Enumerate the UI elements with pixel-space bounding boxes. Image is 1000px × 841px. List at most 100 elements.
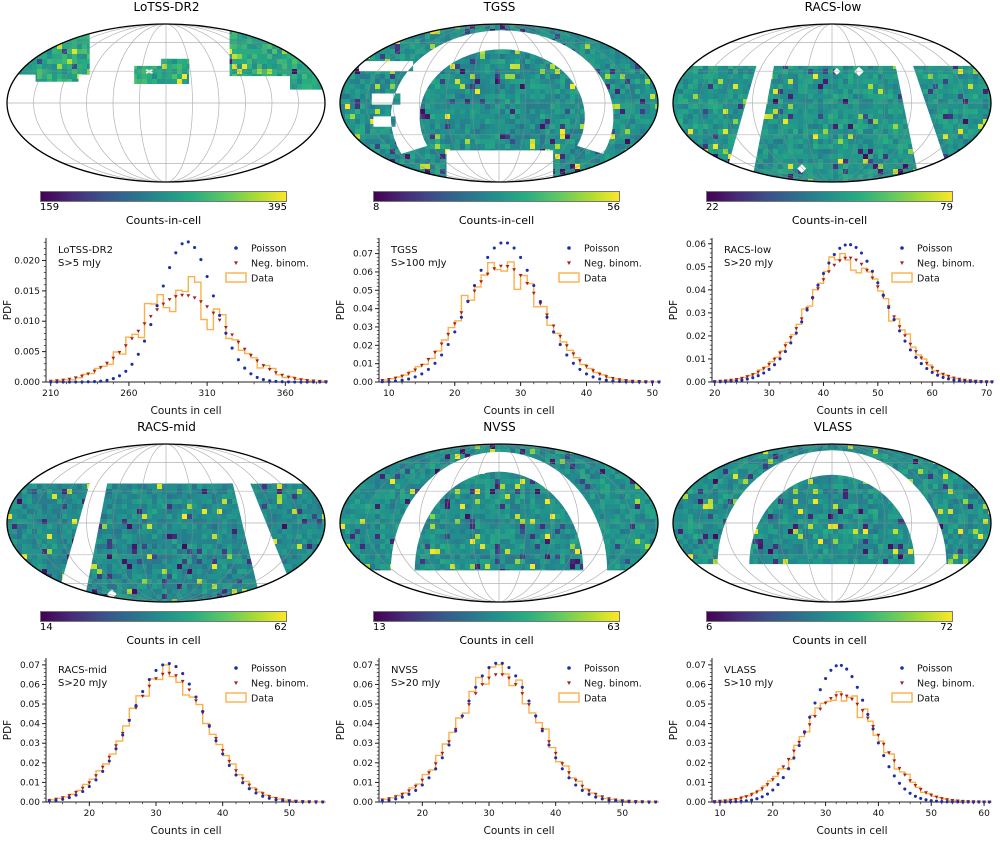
chart-text: 40 — [581, 389, 593, 399]
chart-text: 0.06 — [686, 240, 706, 250]
legend-poisson-label: Poisson — [917, 244, 953, 255]
chart-text: 0.02 — [353, 759, 373, 769]
axes-spines — [711, 658, 992, 803]
chart-text: 20 — [84, 809, 96, 819]
y-axis-label: PDF — [668, 300, 680, 320]
annotation-flux-cut: S>100 mJy — [391, 258, 447, 269]
colorbar-vlass: 6 72 Counts in cell — [706, 611, 953, 648]
axes-spines — [378, 658, 659, 803]
colorbar-gradient — [40, 191, 287, 202]
pdf-chart-lotss: 210 260 310 360 0.000 0.005 0.010 0.015 0.020 Cou… — [2, 238, 328, 417]
legend-data-marker — [558, 272, 580, 283]
legend-negbinom-label: Neg. binom. — [917, 259, 975, 270]
pdf-chart-racs-mid: 20 30 40 50 0.00 0.01 0.02 0.03 0.04 0.05 0.06 0.07… — [2, 658, 327, 837]
legend-poisson-marker — [900, 666, 904, 670]
negbinom-series — [712, 693, 992, 804]
legend-negbinom-label: Neg. binom. — [251, 679, 309, 690]
legend: Poisson Neg. binom. Data — [225, 244, 309, 285]
chart-text: 40 — [818, 389, 830, 399]
chart-text: 0.05 — [686, 700, 706, 710]
pdf-plot: 20 30 40 50 0.00 0.01 0.02 0.03 0.04 0.05 0.06 0.07… — [335, 658, 660, 837]
x-axis-label: Counts in cell — [484, 405, 555, 417]
graticule — [340, 444, 658, 602]
legend-data-label: Data — [584, 694, 607, 705]
chart-text: 20 — [417, 809, 429, 819]
legend-negbinom-label: Neg. binom. — [251, 259, 309, 270]
x-axis-label: Counts in cell — [151, 405, 222, 417]
chart-text: 0.06 — [353, 680, 373, 690]
legend-poisson-marker — [900, 246, 904, 250]
map-outline — [339, 23, 659, 183]
graticule — [7, 24, 325, 182]
legend: Poisson Neg. binom. Data — [558, 244, 642, 285]
chart-text: 0.010 — [14, 317, 40, 327]
chart-text: 40 — [873, 809, 885, 819]
chart-text: 0.02 — [20, 759, 40, 769]
chart-text: 0.04 — [686, 720, 706, 730]
chart-text: 0.07 — [686, 661, 706, 671]
colorbar-lotss: 159 395 Counts-in-cell — [40, 191, 287, 228]
annotation-flux-cut: S>20 mJy — [391, 678, 440, 689]
chart-text: 0.04 — [353, 720, 373, 730]
colorbar-caption: Counts in cell — [792, 634, 867, 647]
pdf-chart-nvss: 20 30 40 50 0.00 0.01 0.02 0.03 0.04 0.05 0.06 0.07… — [335, 658, 660, 837]
chart-text: 0.01 — [686, 355, 706, 365]
legend-data-label: Data — [251, 694, 274, 705]
chart-text: 50 — [926, 809, 938, 819]
sky-map-racs-mid — [6, 443, 326, 603]
map-outline — [339, 443, 659, 603]
colorbar-gradient — [373, 191, 620, 202]
chart-text: 30 — [150, 809, 162, 819]
chart-text: 0.01 — [353, 360, 373, 370]
chart-text: 0.04 — [686, 286, 706, 296]
annotation-flux-cut: S>20 mJy — [724, 258, 773, 269]
data-histogram — [50, 276, 327, 383]
legend-poisson-label: Poisson — [584, 664, 620, 675]
annotation-survey: VLASS — [724, 665, 756, 676]
pdf-plot: 210 260 310 360 0.000 0.005 0.010 0.015 0.020 Cou… — [2, 238, 328, 417]
panel-nvss: NVSS 13 63 Counts in cell 20 30 40 50 0.00 0.… — [333, 420, 666, 840]
colorbar-min-label: 159 — [40, 202, 60, 213]
colorbar-min-label: 22 — [706, 202, 719, 213]
legend: Poisson Neg. binom. Data — [558, 664, 642, 705]
chart-text: 0.03 — [353, 739, 373, 749]
chart-text: 260 — [120, 389, 137, 399]
chart-text: 40 — [217, 809, 229, 819]
poisson-series — [713, 243, 994, 384]
chart-text: 0.00 — [20, 798, 40, 808]
negbinom-series — [380, 673, 658, 804]
data-histogram — [381, 261, 660, 383]
negbinom-series — [712, 256, 994, 384]
panel-vlass: VLASS 6 72 Counts in cell 10 20 30 40 50 60 0.… — [666, 420, 1000, 840]
map-outline — [672, 443, 992, 603]
chart-text: 0.05 — [20, 700, 40, 710]
chart-text: 0.05 — [353, 700, 373, 710]
x-axis-label: Counts in cell — [817, 405, 888, 417]
sky-map-racs-low — [672, 23, 992, 183]
colorbar-nvss: 13 63 Counts in cell — [373, 611, 620, 648]
annotation-flux-cut: S>5 mJy — [58, 258, 101, 269]
panel-racs-mid: RACS-mid 14 62 Counts in cell 20 30 40 50 0.… — [0, 420, 333, 840]
negbinom-series — [48, 293, 328, 384]
legend-poisson-label: Poisson — [251, 244, 287, 255]
chart-text: 60 — [978, 809, 990, 819]
pdf-plot: 10 20 30 40 50 60 0.00 0.01 0.02 0.03 0.04 0.05 0.06… — [668, 658, 993, 837]
legend-data-marker — [558, 692, 580, 703]
colorbar-max-label: 79 — [940, 202, 953, 213]
colorbar-caption: Counts in cell — [459, 634, 534, 647]
chart-text: 360 — [277, 389, 294, 399]
colorbar-min-label: 14 — [40, 622, 53, 633]
chart-text: 70 — [981, 389, 993, 399]
legend-poisson-marker — [567, 246, 571, 250]
poisson-series — [380, 241, 661, 384]
chart-text: 0.03 — [686, 739, 706, 749]
sky-map-vlass — [672, 443, 992, 603]
legend-data-marker — [891, 272, 913, 283]
chart-text: 0.06 — [353, 268, 373, 278]
chart-text: 0.02 — [686, 759, 706, 769]
chart-text: 310 — [199, 389, 216, 399]
colorbar-max-label: 62 — [274, 622, 287, 633]
sky-map-tgss — [339, 23, 659, 183]
pdf-chart-tgss: 10 20 30 40 50 0.00 0.01 0.02 0.03 0.04 0.05 0.06 0.… — [335, 238, 661, 417]
chart-text: 0.02 — [353, 341, 373, 351]
